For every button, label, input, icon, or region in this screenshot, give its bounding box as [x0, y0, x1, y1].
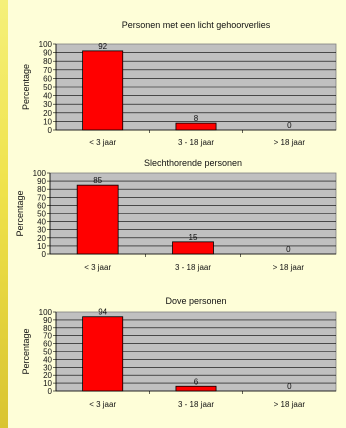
y-tick-label: 60 — [43, 74, 52, 83]
y-tick-label: 10 — [37, 242, 46, 251]
y-tick-label: 40 — [37, 218, 46, 227]
bar — [82, 316, 124, 392]
category-label: 3 - 18 jaar — [178, 138, 214, 147]
y-tick-label: 30 — [43, 363, 52, 372]
data-label: 0 — [287, 121, 292, 130]
bar — [175, 385, 217, 392]
category-label: > 18 jaar — [273, 263, 305, 272]
y-tick-label: 80 — [37, 185, 46, 194]
category-label: 3 - 18 jaar — [175, 263, 211, 272]
bar — [82, 50, 124, 131]
y-tick-label: 100 — [33, 169, 47, 178]
y-tick-label: 80 — [43, 324, 52, 333]
y-axis-label: Percentage — [21, 328, 31, 374]
y-tick-label: 10 — [43, 117, 52, 126]
category-label: > 18 jaar — [274, 400, 306, 409]
category-label: 3 - 18 jaar — [178, 400, 214, 409]
data-label: 6 — [194, 377, 199, 386]
y-tick-label: 100 — [39, 40, 53, 49]
y-tick-label: 90 — [43, 316, 52, 325]
y-tick-label: 0 — [42, 250, 47, 259]
category-label: < 3 jaar — [84, 263, 111, 272]
y-tick-label: 100 — [39, 308, 53, 317]
y-tick-label: 0 — [48, 126, 53, 135]
y-tick-label: 70 — [43, 66, 52, 75]
data-label: 85 — [93, 176, 102, 185]
y-tick-label: 50 — [37, 210, 46, 219]
y-tick-label: 20 — [37, 234, 46, 243]
bar — [172, 241, 214, 255]
y-tick-label: 50 — [43, 348, 52, 357]
y-tick-label: 30 — [37, 226, 46, 235]
data-label: 94 — [98, 308, 107, 317]
data-label: 8 — [194, 114, 199, 123]
y-tick-label: 20 — [43, 109, 52, 118]
data-label: 0 — [286, 245, 291, 254]
chart-title: Dove personen — [165, 296, 226, 306]
left-decorative-stripe — [0, 0, 8, 428]
chart-title: Personen met een licht gehoorverlies — [122, 20, 271, 30]
y-tick-label: 50 — [43, 83, 52, 92]
y-tick-label: 30 — [43, 100, 52, 109]
category-label: > 18 jaar — [274, 138, 306, 147]
y-tick-label: 0 — [48, 387, 53, 396]
y-axis-label: Percentage — [21, 64, 31, 110]
y-tick-label: 20 — [43, 371, 52, 380]
y-tick-label: 90 — [43, 49, 52, 58]
y-tick-label: 80 — [43, 57, 52, 66]
data-label: 92 — [98, 42, 107, 51]
bar — [76, 184, 119, 255]
y-tick-label: 90 — [37, 177, 46, 186]
chart-title: Slechthorende personen — [144, 158, 242, 168]
y-tick-label: 70 — [43, 332, 52, 341]
y-tick-label: 70 — [37, 193, 46, 202]
y-tick-label: 10 — [43, 379, 52, 388]
y-tick-label: 40 — [43, 92, 52, 101]
data-label: 0 — [287, 382, 292, 391]
y-tick-label: 40 — [43, 355, 52, 364]
category-label: < 3 jaar — [89, 138, 116, 147]
y-axis-label: Percentage — [15, 190, 25, 236]
data-label: 15 — [189, 233, 198, 242]
bar — [175, 122, 217, 131]
y-tick-label: 60 — [37, 201, 46, 210]
y-tick-label: 60 — [43, 340, 52, 349]
category-label: < 3 jaar — [89, 400, 116, 409]
